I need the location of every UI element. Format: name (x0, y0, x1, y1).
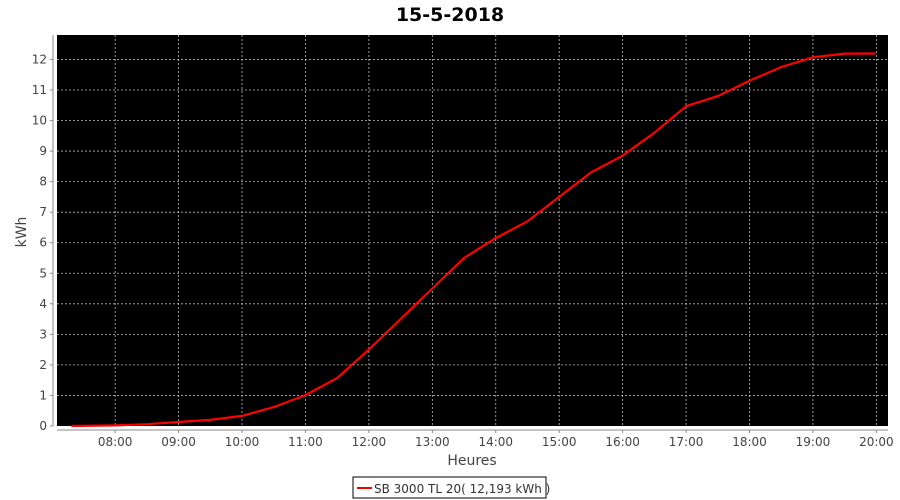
y-tick-label: 4 (39, 297, 47, 311)
data-point (780, 66, 783, 68)
y-tick-label: 1 (39, 388, 47, 402)
y-tick-label: 5 (39, 266, 47, 280)
data-point (71, 425, 73, 427)
data-point (241, 415, 243, 417)
x-tick-label: 20:00 (859, 435, 894, 449)
grid (57, 35, 888, 426)
x-tick-label: 12:00 (352, 435, 387, 449)
data-point (304, 394, 307, 396)
y-tick-label: 6 (39, 236, 47, 250)
y-tick-label: 0 (39, 419, 47, 433)
data-point (653, 131, 656, 134)
y-tick-label: 9 (39, 144, 47, 158)
data-point (272, 406, 275, 408)
data-point (526, 220, 529, 223)
y-tick-label: 3 (39, 327, 47, 341)
data-point (463, 257, 465, 259)
data-point (494, 237, 497, 239)
y-tick-label: 8 (39, 175, 47, 189)
data-point (590, 171, 592, 174)
x-tick-label: 15:00 (542, 435, 577, 449)
x-tick-label: 11:00 (288, 435, 323, 449)
x-axis-label: Heures (447, 453, 496, 469)
data-point (336, 377, 338, 379)
data-point (209, 419, 212, 421)
data-point (812, 56, 814, 59)
x-tick-label: 19:00 (796, 435, 831, 449)
data-point (146, 423, 148, 425)
data-point (843, 52, 846, 55)
data-point (685, 105, 687, 107)
data-point (177, 421, 180, 423)
data-point (368, 348, 370, 351)
y-tick-label: 12 (32, 52, 47, 66)
data-point (431, 287, 434, 290)
x-tick-label: 08:00 (98, 435, 133, 449)
x-tick-label: 17:00 (669, 435, 704, 449)
data-point (114, 424, 116, 427)
chart-title: 15-5-2018 (396, 4, 504, 26)
legend-box (352, 476, 547, 499)
data-point (748, 80, 751, 82)
series-line (71, 52, 876, 428)
x-tick-label: 18:00 (732, 435, 767, 449)
y-tick-label: 11 (32, 83, 47, 97)
x-tick-label: 16:00 (605, 435, 640, 449)
plot-area (57, 35, 888, 426)
data-point (399, 318, 402, 320)
data-point (558, 196, 560, 198)
legend: SB 3000 TL 20( 12,193 kWh ) (352, 476, 550, 499)
data-point (716, 95, 719, 97)
x-tick-label: 09:00 (161, 435, 196, 449)
x-tick-label: 10:00 (225, 435, 260, 449)
y-tick-label: 7 (39, 205, 47, 219)
x-tick-label: 14:00 (478, 435, 513, 449)
data-point (621, 154, 624, 157)
y-axis-label: kWh (14, 217, 30, 248)
data-point (874, 52, 877, 55)
legend-entry: SB 3000 TL 20( 12,193 kWh ) (374, 482, 550, 496)
series-layer (71, 52, 877, 428)
y-tick-label: 10 (32, 114, 47, 128)
y-tick-label: 2 (39, 358, 47, 372)
x-tick-label: 13:00 (415, 435, 450, 449)
